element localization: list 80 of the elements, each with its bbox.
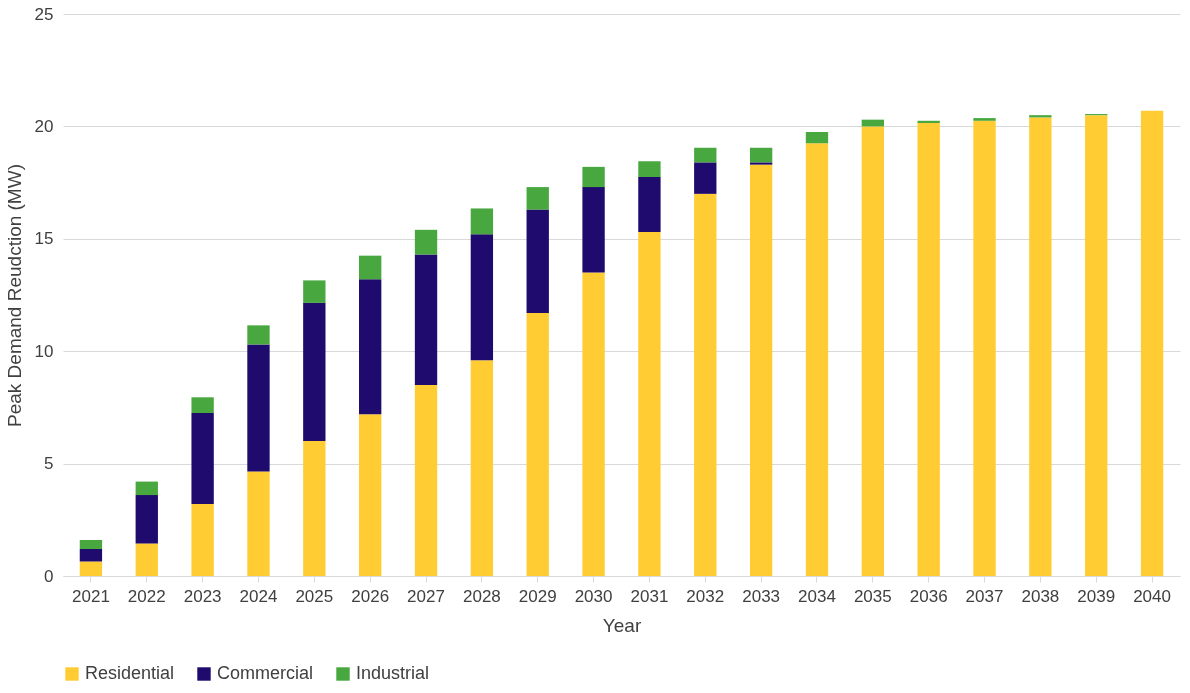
- legend-label: Residential: [85, 663, 175, 683]
- bar: [805, 143, 829, 576]
- bar: [694, 147, 717, 163]
- bar: [582, 187, 605, 273]
- bar: [414, 254, 438, 385]
- x-tick-label: 2033: [742, 586, 781, 606]
- legend-label: Industrial: [356, 663, 430, 683]
- bar: [79, 561, 103, 576]
- x-tick-label: 2038: [1021, 586, 1060, 606]
- x-tick-label: 2024: [239, 586, 278, 606]
- bar: [359, 279, 382, 415]
- bar: [247, 325, 270, 345]
- y-tick-label: 5: [44, 454, 54, 474]
- bar: [191, 413, 214, 505]
- x-tick-label: 2035: [853, 586, 892, 606]
- x-tick-label: 2026: [351, 586, 390, 606]
- y-tick-label: 25: [34, 4, 54, 24]
- bar: [638, 161, 661, 177]
- y-tick-label: 0: [44, 566, 54, 586]
- bar: [247, 344, 270, 472]
- x-tick-label: 2025: [295, 586, 334, 606]
- bar: [749, 164, 773, 576]
- bar: [470, 234, 494, 361]
- bar: [1029, 115, 1052, 118]
- bar: [526, 187, 549, 210]
- bar: [973, 120, 996, 576]
- legend-label: Commercial: [217, 663, 314, 683]
- x-tick-label: 2027: [407, 586, 445, 606]
- x-tick-label: 2031: [630, 586, 669, 606]
- bar: [135, 543, 158, 576]
- x-axis-title: Year: [602, 614, 642, 636]
- x-tick-label: 2022: [127, 586, 166, 606]
- x-tick-label: 2029: [518, 586, 557, 606]
- y-tick-label: 15: [34, 229, 54, 249]
- bar: [526, 209, 549, 313]
- bar: [582, 166, 605, 188]
- bar: [79, 540, 103, 550]
- x-tick-label: 2040: [1133, 586, 1171, 606]
- y-tick-label: 20: [34, 116, 54, 136]
- x-tick-label: 2021: [72, 586, 110, 606]
- bar: [526, 312, 549, 576]
- bar: [191, 397, 214, 414]
- bar: [861, 126, 884, 576]
- bar: [191, 504, 214, 576]
- x-tick-label: 2037: [965, 586, 1004, 606]
- bar: [135, 495, 158, 544]
- bar: [414, 229, 438, 255]
- bar: [749, 162, 773, 165]
- x-tick-label: 2034: [798, 586, 836, 606]
- bar: [1085, 115, 1108, 576]
- bar: [749, 147, 773, 163]
- bar: [1029, 117, 1052, 576]
- x-tick-label: 2023: [183, 586, 222, 606]
- bar: [582, 272, 605, 576]
- bar: [694, 193, 717, 576]
- bar: [638, 232, 661, 576]
- bar: [917, 123, 940, 576]
- bar: [359, 414, 382, 576]
- bar: [973, 118, 996, 121]
- x-tick-label: 2032: [686, 586, 725, 606]
- bar: [135, 481, 158, 496]
- bar: [303, 280, 326, 303]
- bar: [638, 176, 661, 233]
- bar: [470, 208, 494, 235]
- bar: [1140, 110, 1164, 576]
- bar: [414, 384, 438, 576]
- bar: [303, 441, 326, 576]
- bar: [470, 360, 494, 576]
- x-tick-label: 2036: [909, 586, 948, 606]
- y-tick-label: 10: [34, 341, 54, 361]
- bar: [359, 255, 382, 280]
- bar: [303, 302, 326, 442]
- bar: [805, 132, 829, 144]
- y-axis-title: Peak Demand Reudction (MW): [3, 164, 25, 427]
- x-tick-label: 2028: [462, 586, 501, 606]
- bar: [79, 549, 103, 562]
- bar: [247, 471, 270, 576]
- x-tick-label: 2030: [574, 586, 613, 606]
- x-tick-label: 2039: [1077, 586, 1116, 606]
- bar: [694, 162, 717, 194]
